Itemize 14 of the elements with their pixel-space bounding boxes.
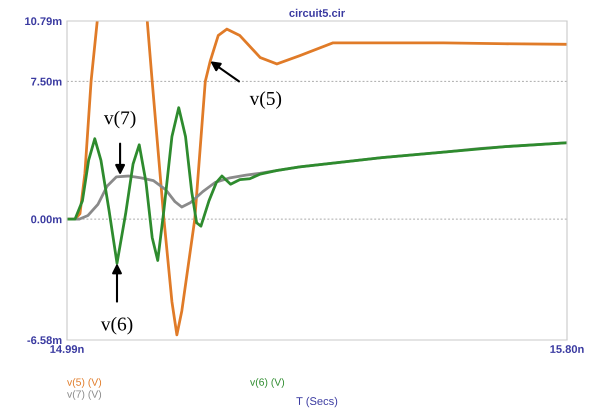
text: v(6) (V) [250,378,284,388]
chart-title: circuit5.cir [289,8,345,17]
y-tick-label: 0.00m [31,215,62,224]
y-tick-label: -6.58m [27,336,62,344]
x-axis-title: T (Secs) [296,396,338,408]
text: v(7) (V) [67,390,102,400]
annotation: v(5) [250,91,282,109]
annotation: v(7) [104,110,136,128]
text: v(5) (V) [67,378,102,388]
x-tick-label: 15.80n [550,345,584,354]
x-tick-label: 14.99n [50,345,84,354]
y-tick-label: 10.79m [25,17,62,26]
y-tick-label: 7.50m [31,78,62,86]
annotation: v(6) [100,316,132,335]
